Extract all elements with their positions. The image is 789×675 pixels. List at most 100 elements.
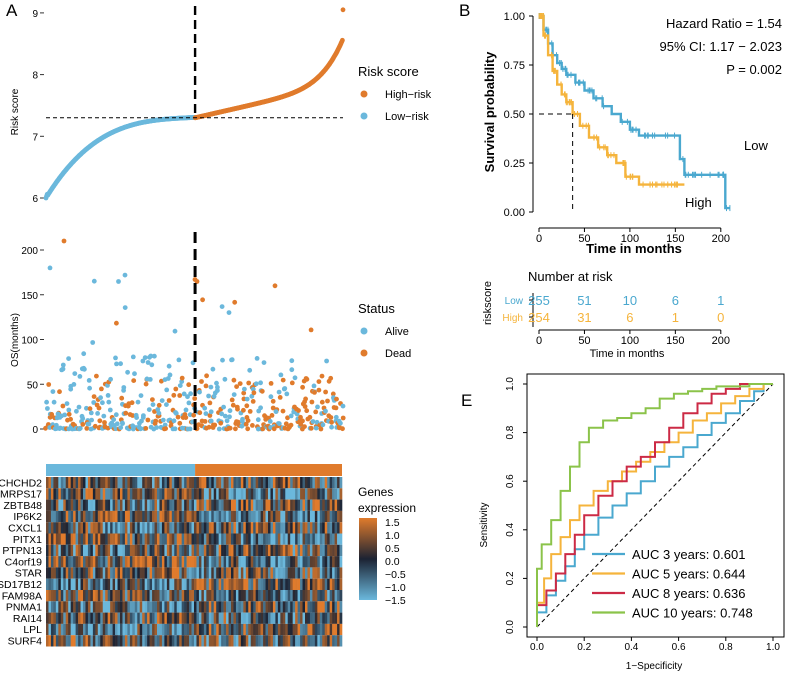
heatmap-cell xyxy=(154,477,158,489)
heatmap-cell xyxy=(300,488,303,500)
heatmap-cell xyxy=(275,601,279,613)
heatmap-cell xyxy=(92,590,96,602)
heatmap-cell xyxy=(255,601,259,613)
heatmap-cell xyxy=(339,612,343,624)
heatmap-cell xyxy=(319,499,323,511)
heatmap-cell xyxy=(201,635,205,647)
os-point xyxy=(166,398,172,403)
heatmap-cell xyxy=(166,522,170,534)
heatmap-cell xyxy=(208,477,212,489)
heatmap-cell xyxy=(176,533,180,545)
heatmap-cell xyxy=(265,510,269,523)
heatmap-cell xyxy=(277,488,281,500)
heatmap-cell xyxy=(110,499,113,511)
heatmap-cell xyxy=(282,590,286,602)
heatmap-cell xyxy=(127,556,131,568)
heatmap-cell xyxy=(223,601,227,613)
os-point xyxy=(340,415,346,421)
heatmap-cell xyxy=(245,522,249,534)
heatmap-cell xyxy=(213,522,217,534)
heatmap-cell xyxy=(68,567,71,579)
heatmap-cell xyxy=(208,612,212,624)
scale-tick-label: −1.5 xyxy=(385,595,406,607)
heatmap-cell xyxy=(255,612,259,624)
heatmap-cell xyxy=(290,590,293,602)
heatmap-cell xyxy=(120,510,123,523)
heatmap-cell xyxy=(75,578,79,590)
heatmap-cell xyxy=(201,544,205,557)
heatmap-cell xyxy=(240,601,244,613)
heatmap-cell xyxy=(120,488,123,500)
heatmap-cell xyxy=(60,499,64,511)
heatmap-cell xyxy=(327,522,330,534)
heatmap-cell xyxy=(248,499,252,511)
heatmap-cell xyxy=(154,488,158,500)
heatmap-cell xyxy=(319,556,323,568)
heatmap-cell xyxy=(169,590,173,602)
os-point xyxy=(315,404,320,410)
heatmap-cell xyxy=(302,556,306,568)
heatmap-cell xyxy=(55,590,59,602)
heatmap-cell xyxy=(132,499,136,511)
heatmap-cell xyxy=(277,510,281,523)
heatmap-cell xyxy=(332,488,335,500)
heatmap-cell xyxy=(154,623,158,636)
heatmap-cell xyxy=(302,601,306,613)
os-point xyxy=(130,354,136,360)
os-point xyxy=(96,405,102,411)
os-point xyxy=(269,413,275,418)
os-point xyxy=(114,361,119,367)
heatmap-cell xyxy=(65,567,69,579)
heatmap-cell xyxy=(179,567,182,579)
heatmap-cell xyxy=(287,601,291,613)
heatmap-cell xyxy=(122,510,126,523)
os-point xyxy=(152,353,157,359)
heatmap-cell xyxy=(223,556,227,568)
heatmap-cell xyxy=(176,601,180,613)
heatmap-cell xyxy=(55,623,59,636)
heatmap-cell xyxy=(139,635,143,647)
heatmap-cell xyxy=(181,623,185,636)
heatmap-cell xyxy=(208,510,212,523)
heatmap-cell xyxy=(208,567,212,579)
heatmap-cell xyxy=(134,590,138,602)
heatmap-cell xyxy=(171,635,175,647)
heatmap-cell xyxy=(186,601,190,613)
heatmap-cell xyxy=(161,477,165,489)
heatmap-cell xyxy=(161,488,165,500)
heatmap-cell xyxy=(117,510,121,523)
status-legend-title: Status xyxy=(358,301,395,316)
heatmap-gene-label: CXCL1 xyxy=(8,523,42,535)
os-point xyxy=(68,416,73,422)
heatmap-cell xyxy=(272,612,276,624)
os-point xyxy=(309,399,315,405)
os-point xyxy=(231,392,237,397)
heatmap-cell xyxy=(152,601,155,613)
heatmap-cell xyxy=(78,578,81,590)
heatmap-cell xyxy=(329,578,333,590)
heatmap-cell xyxy=(282,556,286,568)
heatmap-cell xyxy=(129,522,133,534)
heatmap-cell xyxy=(95,510,99,523)
heatmap-cell xyxy=(50,590,54,602)
heatmap-cell xyxy=(322,612,326,624)
heatmap-cell xyxy=(213,590,217,602)
heatmap-cell xyxy=(265,488,269,500)
heatmap-cell xyxy=(292,578,296,590)
heatmap-cell xyxy=(238,612,242,624)
heatmap-cell xyxy=(78,533,81,545)
heatmap-cell xyxy=(179,601,182,613)
heatmap-cell xyxy=(329,612,333,624)
risk-point xyxy=(340,7,346,13)
os-point xyxy=(111,417,117,422)
heatmap-cell xyxy=(265,623,269,636)
heatmap-cell xyxy=(115,612,118,624)
heatmap-cell xyxy=(314,578,318,590)
os-point xyxy=(107,407,113,413)
heatmap-cell xyxy=(332,522,335,534)
heatmap-cell xyxy=(105,499,108,511)
heatmap-cell xyxy=(268,544,271,557)
heatmap-cell xyxy=(216,567,219,579)
heatmap-cell xyxy=(90,533,94,545)
os-point xyxy=(51,399,57,405)
